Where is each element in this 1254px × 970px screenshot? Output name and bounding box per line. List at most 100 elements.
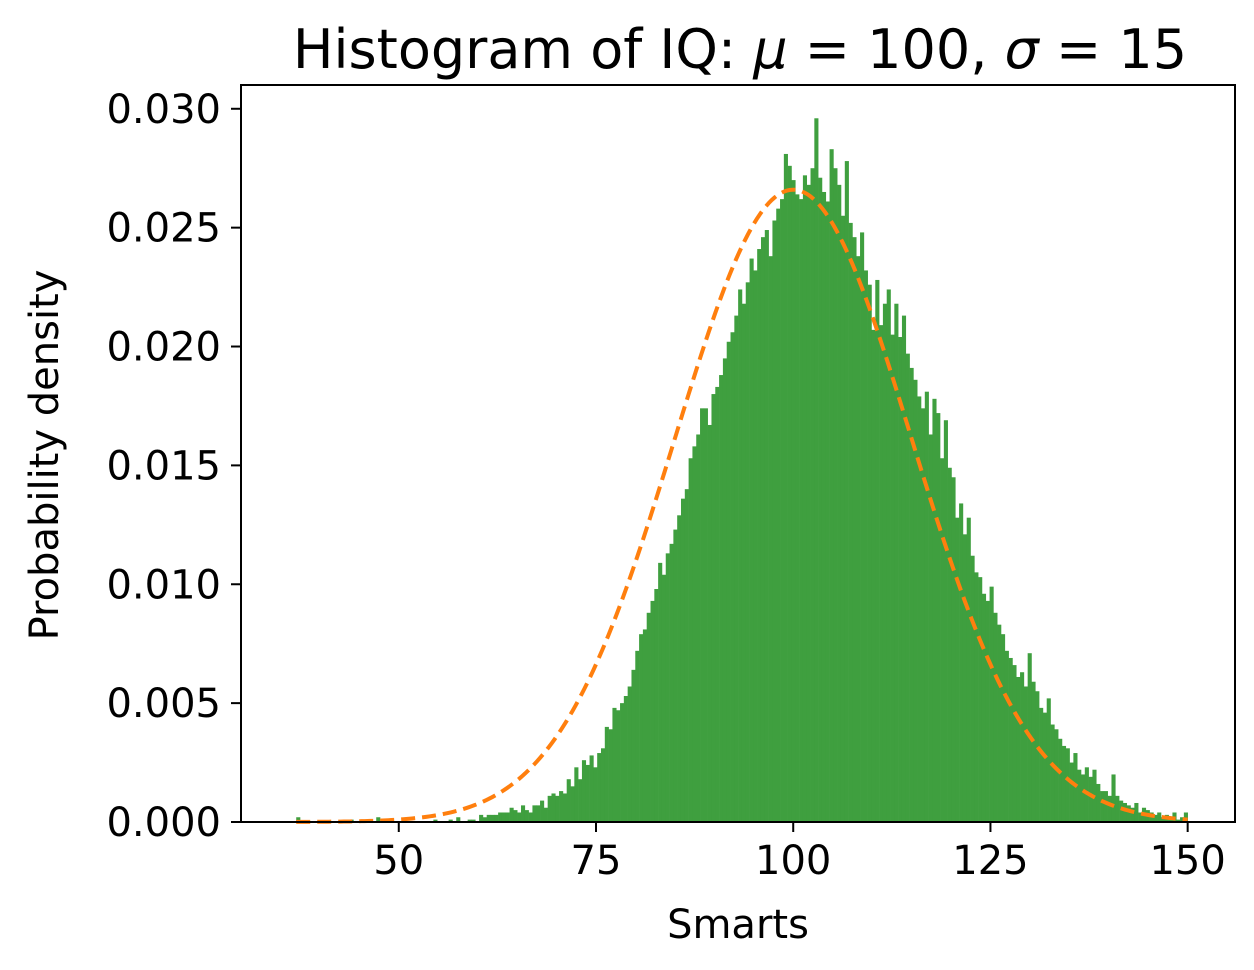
histogram-bar	[745, 282, 750, 823]
histogram-bar	[1088, 776, 1093, 822]
y-tick-label: 0.025	[106, 206, 221, 252]
histogram-bar	[966, 517, 971, 822]
histogram-bar	[764, 230, 769, 822]
histogram-bar	[840, 215, 846, 822]
histogram-bar	[688, 458, 693, 822]
histogram-bar	[768, 256, 773, 822]
histogram-bar	[856, 256, 861, 822]
histogram-bar	[1176, 819, 1181, 822]
histogram-bar	[921, 408, 926, 822]
histogram-bar	[802, 175, 808, 823]
histogram-bar	[810, 168, 815, 822]
histogram-bar	[970, 555, 975, 822]
normal-fit-line	[296, 187, 1188, 824]
histogram-bar	[524, 810, 529, 822]
histogram-bar	[844, 161, 849, 822]
histogram-bar	[1065, 748, 1070, 822]
histogram-bar	[738, 289, 743, 823]
histogram-bar	[296, 817, 301, 822]
histogram-bar	[1119, 800, 1124, 822]
histogram-bar	[620, 703, 625, 822]
histogram-bar	[1096, 783, 1101, 822]
histogram-bar	[600, 748, 606, 822]
histogram-bar	[528, 812, 533, 822]
histogram-bar	[882, 303, 888, 823]
y-tick-label: 0.000	[106, 800, 221, 846]
histogram-bar	[520, 805, 526, 822]
histogram-bar	[1004, 650, 1009, 822]
y-tick-label: 0.020	[106, 325, 221, 371]
histogram-bar	[509, 807, 514, 822]
histogram-bar	[711, 394, 716, 822]
histogram-bar	[997, 624, 1002, 822]
histogram-bar	[1138, 812, 1143, 822]
histogram-bar	[536, 805, 541, 822]
histogram-bar	[875, 279, 880, 822]
histogram-bar	[578, 779, 583, 822]
histogram-bar	[1157, 812, 1162, 822]
histogram-bar	[974, 572, 979, 822]
y-tick-label: 0.030	[106, 87, 221, 133]
histogram-bar	[604, 726, 609, 822]
y-axis-label: Probability density	[22, 270, 68, 641]
histogram-bar	[490, 814, 495, 822]
histogram-bar	[1058, 738, 1063, 822]
histogram-bar	[981, 593, 987, 822]
histogram-bar	[719, 375, 724, 822]
histogram-bar	[871, 329, 876, 822]
x-tick-label: 125	[952, 838, 1028, 884]
histogram-bar	[989, 586, 994, 822]
histogram-bar	[818, 177, 823, 823]
histogram-bar	[597, 753, 602, 822]
histogram-bar	[776, 208, 781, 822]
x-tick-label: 150	[1149, 838, 1225, 884]
histogram-bar	[1042, 712, 1048, 822]
histogram-bar	[639, 634, 644, 822]
histogram-bar	[715, 386, 720, 822]
histogram-bar	[734, 315, 739, 822]
histogram-bar	[898, 337, 903, 822]
histogram-bar	[806, 184, 811, 823]
histogram-bar	[612, 707, 617, 822]
histogram-bar	[959, 503, 964, 822]
histogram-bar	[482, 817, 487, 822]
histogram-bar	[540, 800, 545, 822]
histogram-bar	[1107, 795, 1112, 822]
histogram-bar	[700, 408, 705, 822]
histogram-bar	[669, 543, 674, 822]
histogram-bar	[985, 600, 990, 822]
histogram-bar	[894, 303, 899, 823]
histogram-bar	[581, 760, 587, 822]
histogram-bar	[1031, 681, 1036, 822]
x-axis-ticks: 50 75 100 125 150	[373, 822, 1226, 884]
histogram-bar	[1039, 707, 1044, 822]
histogram-bar	[837, 184, 842, 823]
histogram-bar	[1008, 657, 1013, 822]
histogram-bar	[646, 612, 651, 822]
histogram-bar	[471, 819, 476, 822]
chart-title: Histogram of IQ: μ = 100, σ = 15	[293, 18, 1187, 81]
histogram-bar	[909, 367, 914, 822]
histogram-bar	[555, 795, 560, 822]
histogram-bar	[772, 220, 777, 822]
histogram-bar	[574, 767, 579, 822]
histogram-bar	[962, 534, 968, 822]
histogram-bar	[517, 812, 522, 822]
histogram-bar	[661, 574, 667, 822]
histogram-bar	[978, 577, 983, 822]
x-tick-label: 100	[755, 838, 831, 884]
histogram-bar	[684, 489, 689, 822]
histogram-bar	[932, 398, 937, 822]
histogram-bar	[1023, 686, 1028, 822]
histogram-bar	[1077, 769, 1082, 822]
histogram-bar	[513, 810, 518, 822]
histogram-bar	[1161, 817, 1166, 822]
histogram-bar	[456, 817, 461, 822]
histogram-bar	[376, 817, 381, 822]
histogram-bar	[783, 153, 788, 822]
x-tick-label: 50	[373, 838, 424, 884]
histogram-bar	[1115, 795, 1120, 822]
histogram-bar	[1103, 791, 1108, 822]
histogram-bar	[791, 180, 796, 823]
